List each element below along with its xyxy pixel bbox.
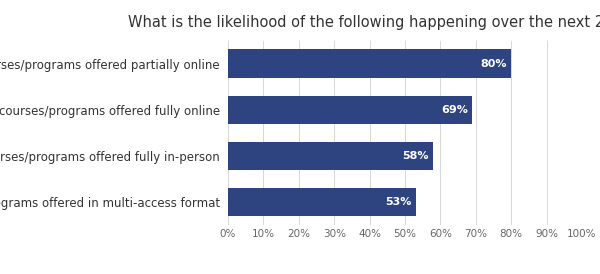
Bar — [228, 96, 472, 124]
Text: 69%: 69% — [441, 105, 468, 115]
Text: 58%: 58% — [403, 151, 429, 161]
Text: 53%: 53% — [385, 197, 412, 207]
Bar — [228, 49, 511, 78]
Title: What is the likelihood of the following happening over the next 24 months?: What is the likelihood of the following … — [128, 15, 600, 30]
Bar — [228, 188, 416, 216]
Text: 80%: 80% — [481, 59, 507, 69]
Bar — [228, 142, 433, 170]
